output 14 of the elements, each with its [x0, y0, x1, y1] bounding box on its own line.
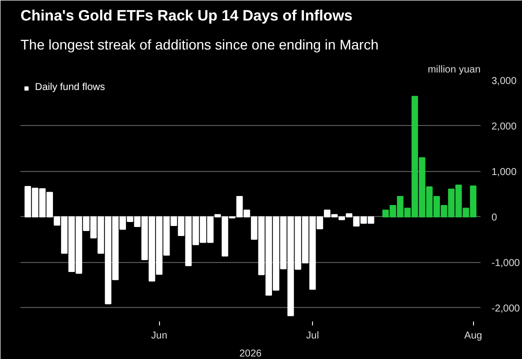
x-tick-label: Jun — [151, 330, 168, 342]
x-axis-title: 2026 — [239, 348, 262, 359]
y-axis-title: million yuan — [428, 64, 481, 76]
y-tick-label: 0 — [492, 212, 498, 224]
chart-subtitle: The longest streak of additions since one ending in March — [20, 36, 378, 52]
x-tick-label: Jul — [306, 330, 319, 342]
y-tick-label: 1,000 — [492, 166, 517, 178]
y-tick-label: 3,000 — [492, 76, 517, 87]
y-tick-label: -2,000 — [492, 303, 520, 314]
y-tick-label: -1,000 — [492, 258, 520, 269]
chart-title: China's Gold ETFs Rack Up 14 Days of Inflows — [20, 8, 352, 24]
x-tick-label: Aug — [464, 330, 482, 342]
y-tick-label: 2,000 — [492, 121, 517, 132]
legend-label: Daily fund flows — [35, 82, 106, 93]
